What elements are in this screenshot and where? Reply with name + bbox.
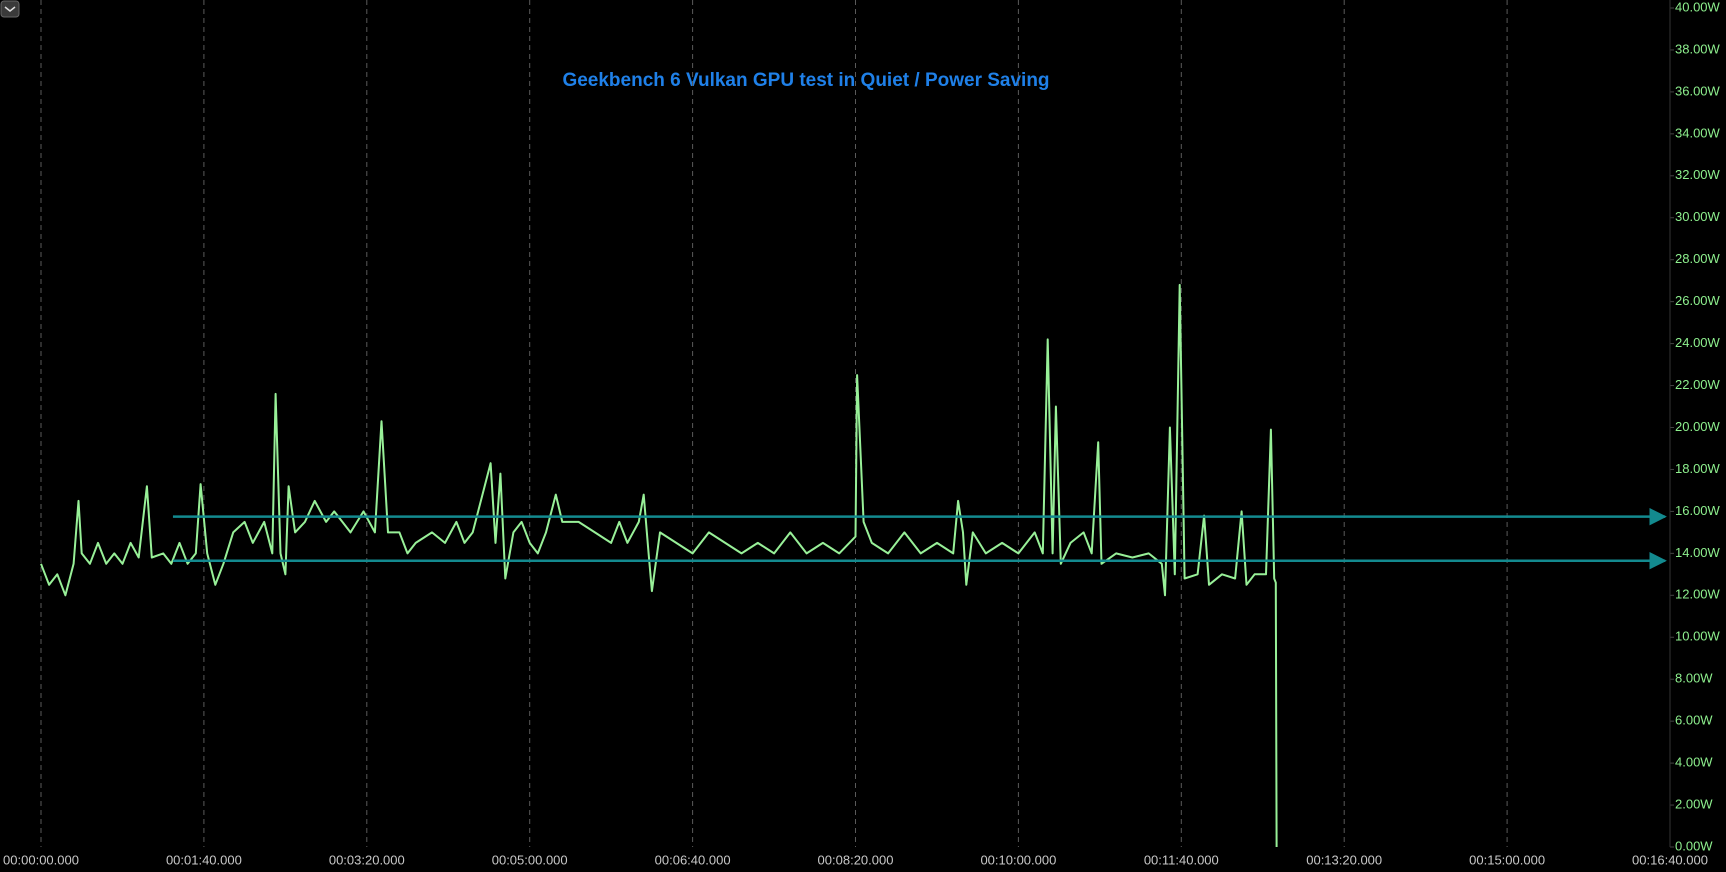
y-tick-label: 24.00W <box>1675 335 1721 350</box>
collapse-button[interactable] <box>0 0 20 18</box>
y-tick-label: 38.00W <box>1675 41 1721 56</box>
x-tick-label: 00:06:40.000 <box>655 852 731 867</box>
y-tick-label: 22.00W <box>1675 377 1721 392</box>
y-tick-label: 10.00W <box>1675 629 1721 644</box>
y-tick-label: 18.00W <box>1675 461 1721 476</box>
x-tick-label: 00:10:00.000 <box>980 852 1056 867</box>
x-tick-label: 00:16:40.000 <box>1632 852 1708 867</box>
x-tick-label: 00:01:40.000 <box>166 852 242 867</box>
y-tick-label: 28.00W <box>1675 251 1721 266</box>
chart-title: Geekbench 6 Vulkan GPU test in Quiet / P… <box>562 70 1049 91</box>
x-tick-label: 00:13:20.000 <box>1306 852 1382 867</box>
x-tick-label: 00:08:20.000 <box>818 852 894 867</box>
y-tick-label: 40.00W <box>1675 0 1721 14</box>
y-tick-label: 30.00W <box>1675 209 1721 224</box>
x-tick-label: 00:05:00.000 <box>492 852 568 867</box>
y-tick-label: 20.00W <box>1675 419 1721 434</box>
y-tick-label: 34.00W <box>1675 125 1721 140</box>
x-tick-label: 00:03:20.000 <box>329 852 405 867</box>
y-tick-label: 4.00W <box>1675 755 1713 770</box>
power-line <box>40 283 1278 848</box>
x-tick-label: 00:15:00.000 <box>1469 852 1545 867</box>
y-tick-label: 8.00W <box>1675 671 1713 686</box>
x-tick-label: 00:00:00.000 <box>3 852 79 867</box>
y-tick-label: 32.00W <box>1675 167 1721 182</box>
y-tick-label: 36.00W <box>1675 83 1721 98</box>
y-tick-label: 6.00W <box>1675 713 1713 728</box>
y-tick-label: 2.00W <box>1675 796 1713 811</box>
y-tick-label: 14.00W <box>1675 545 1721 560</box>
y-tick-label: 0.00W <box>1675 838 1713 853</box>
y-tick-label: 26.00W <box>1675 293 1721 308</box>
collapse-icon <box>4 6 16 12</box>
x-tick-label: 00:11:40.000 <box>1144 852 1219 867</box>
y-tick-label: 12.00W <box>1675 587 1721 602</box>
y-tick-label: 16.00W <box>1675 503 1721 518</box>
